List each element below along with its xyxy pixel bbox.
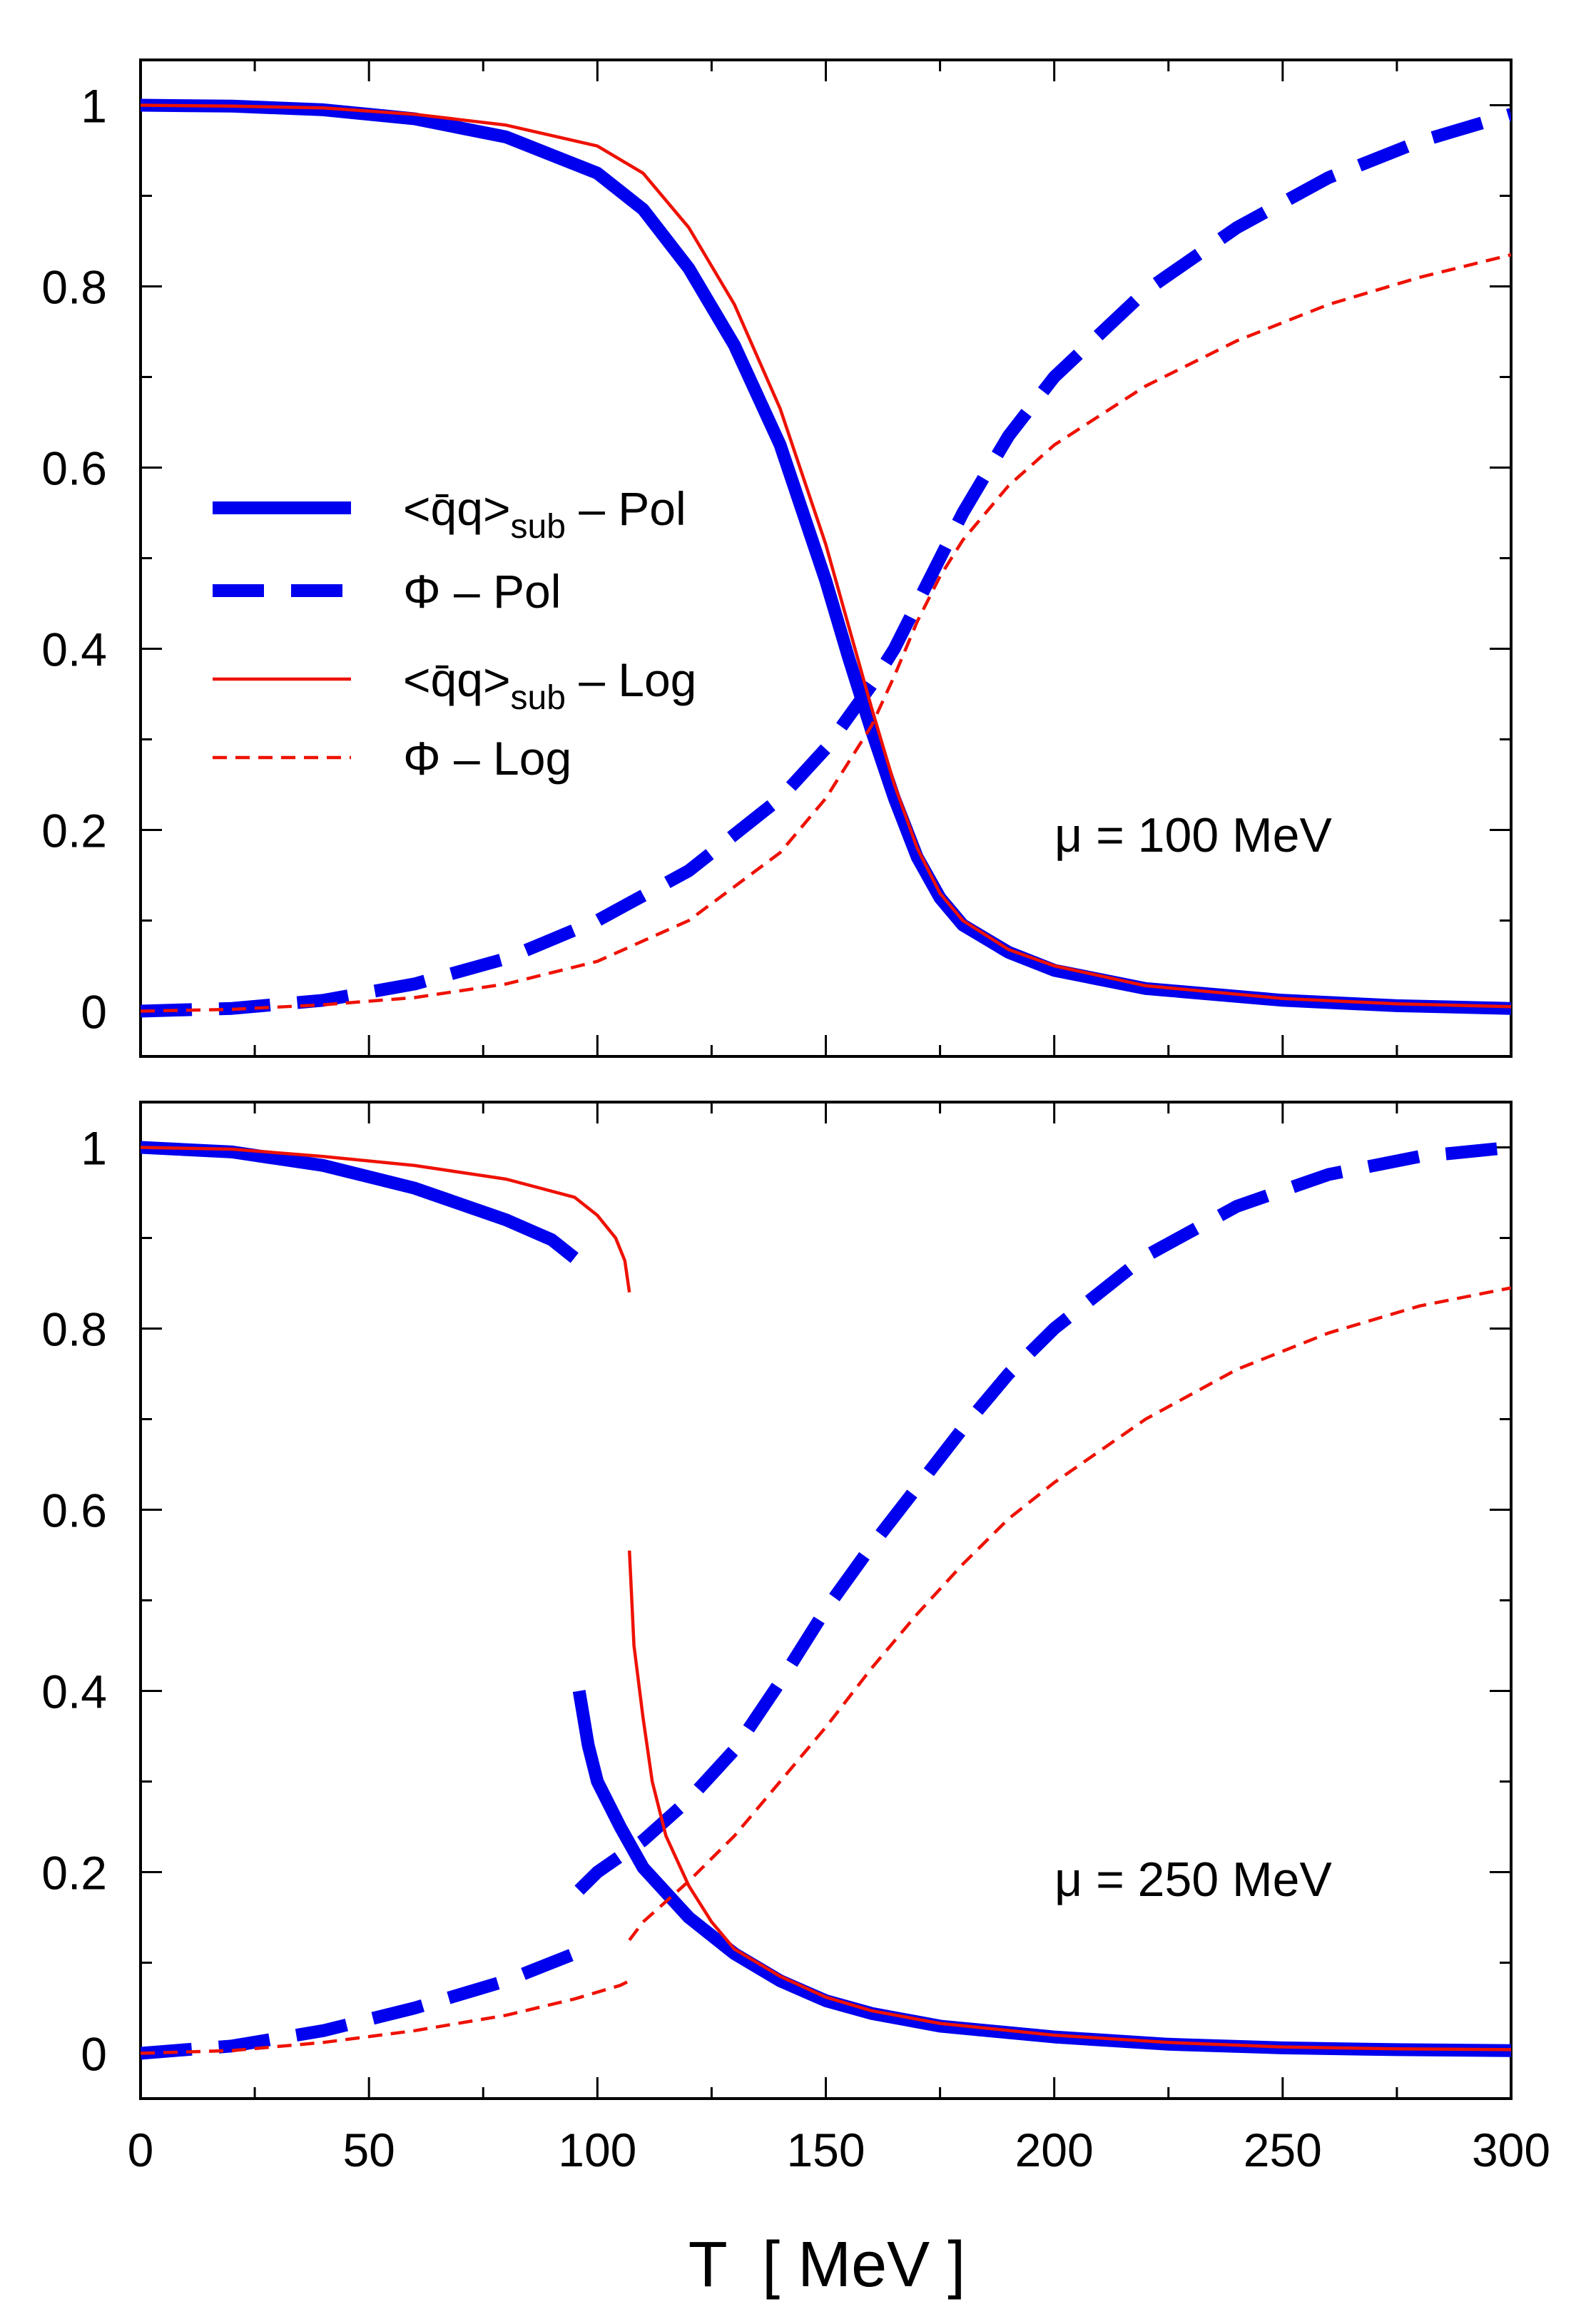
x-tick-label: 200 (1015, 2124, 1094, 2176)
x-tick-label: 100 (558, 2124, 636, 2176)
y-tick-label: 0.6 (41, 442, 107, 495)
y-tick-label: 0.8 (41, 261, 107, 314)
panel-top: 0 0.2 0.4 0.6 0.8 1 μ = 100 MeV (41, 58, 1513, 1058)
legend-label: Φ – Log (403, 732, 571, 785)
y-tick-label: 0.2 (41, 805, 107, 857)
x-tick-label: 150 (786, 2124, 865, 2176)
mu-annotation: μ = 250 MeV (1054, 1852, 1332, 1907)
legend: <q̄q>sub – Pol Φ – Pol <q̄q>sub – Log Φ – L… (213, 482, 696, 785)
y-tick-label: 0.6 (41, 1484, 107, 1537)
series-line-pol-cond (572, 1690, 1511, 2057)
series-line-log-phi (628, 1286, 1511, 1942)
y-tick-label: 0.2 (41, 1847, 107, 1900)
series-line-pol-cond (141, 98, 1511, 1015)
x-tick-label: 300 (1472, 2124, 1550, 2176)
legend-label: Φ – Pol (403, 565, 561, 618)
x-tick-label: 250 (1244, 2124, 1322, 2176)
series-line-log-cond (627, 1550, 1511, 2052)
x-tick-label: 0 (128, 2124, 154, 2176)
x-ticklabels: 0 50 100 150 200 250 300 (128, 2124, 1550, 2176)
series-line-log-phi (141, 1979, 631, 2055)
x-axis-title: T [ MeV ] (688, 2229, 965, 2300)
y-tick-label: 0.4 (41, 623, 107, 676)
plot-frame (139, 1101, 1513, 2100)
y-tick-label: 1 (81, 80, 107, 133)
series-line-log-cond (141, 103, 1511, 1009)
plot-frame (139, 58, 1513, 1058)
legend-label: <q̄q>sub – Log (403, 653, 696, 717)
x-tick-label: 50 (342, 2124, 395, 2176)
panel-bottom: 0 0.2 0.4 0.6 0.8 1 μ = 250 MeV (41, 1101, 1513, 2100)
y-tick-label: 0 (81, 2028, 107, 2081)
mu-annotation: μ = 100 MeV (1054, 808, 1332, 862)
y-tick-label: 0.8 (41, 1303, 107, 1356)
y-tick-label: 0 (81, 986, 107, 1039)
series-line-pol-phi (141, 108, 1511, 1018)
series-line-log-cond (141, 1146, 631, 1293)
series-line-pol-phi (574, 1141, 1511, 1895)
series-line-log-phi (141, 253, 1511, 1013)
y-tick-label: 0.4 (41, 1666, 107, 1718)
legend-label: <q̄q>sub – Pol (403, 482, 686, 546)
series-line-pol-cond (141, 1141, 579, 1263)
y-tick-label: 1 (81, 1122, 107, 1175)
